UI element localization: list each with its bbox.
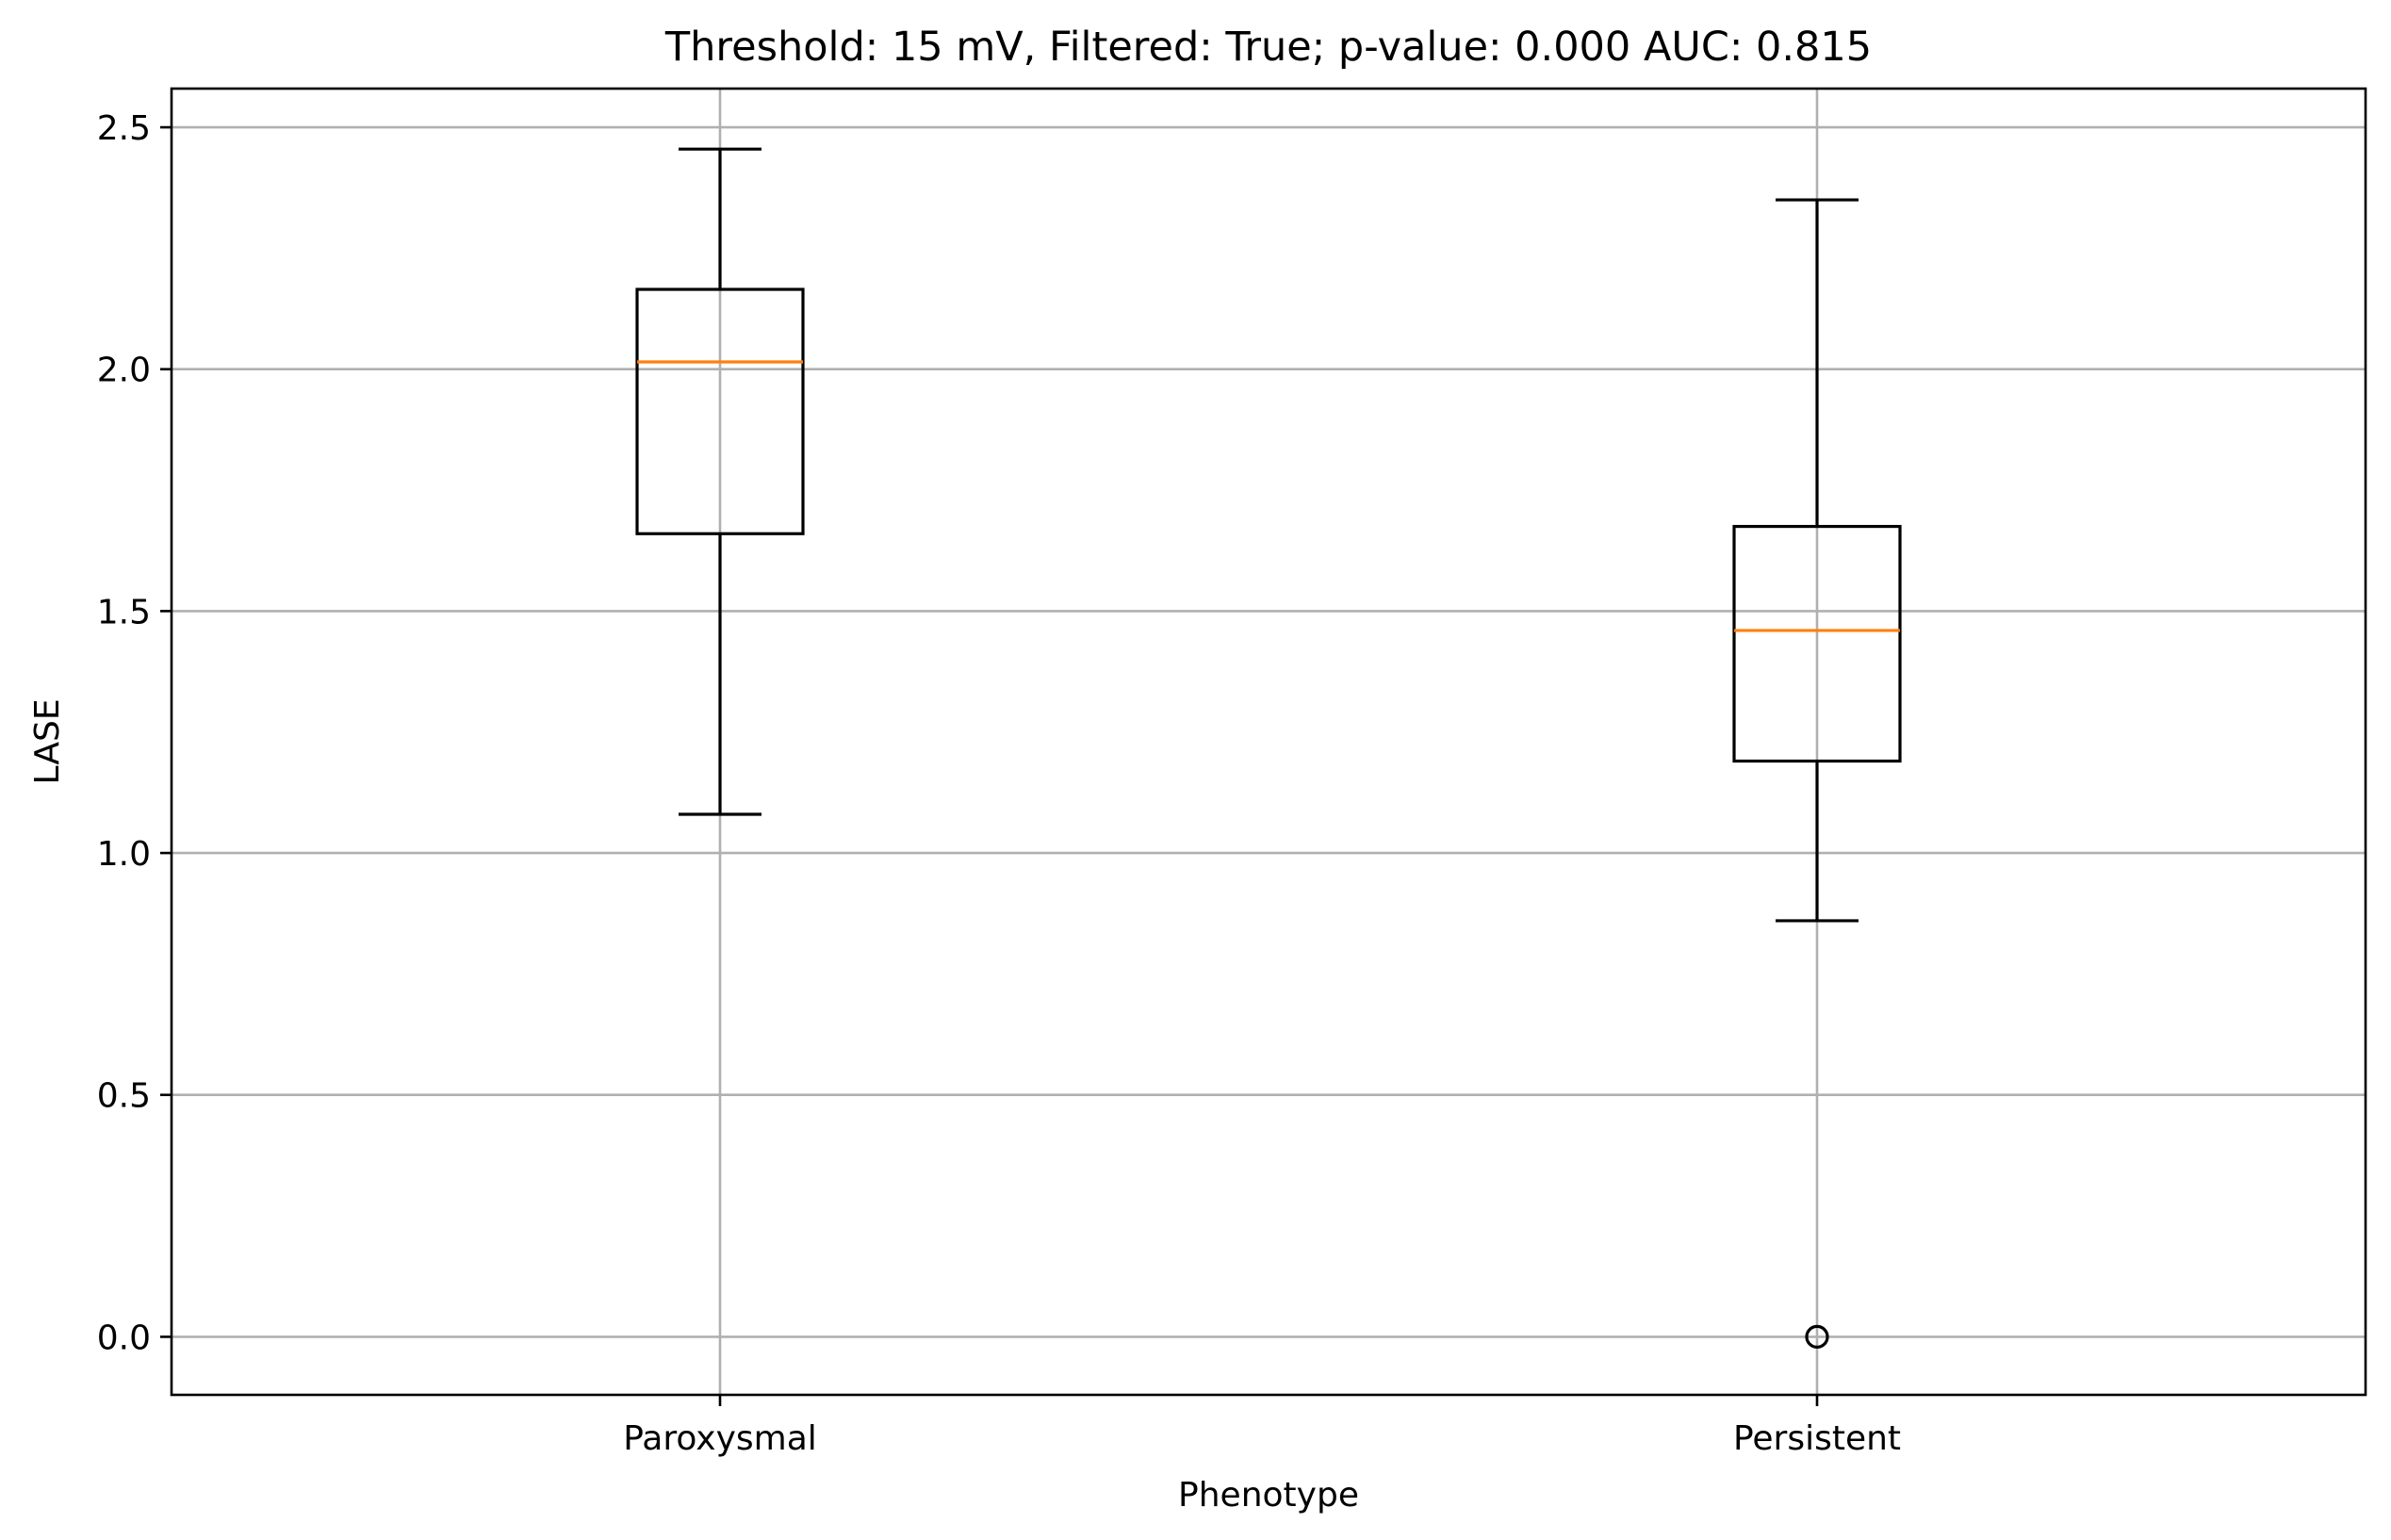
- tick-layer: 0.0 0.5 1.0 1.5 2.0 2.5 Paroxysmal Persistent: [97, 109, 1901, 1458]
- y-tick-label: 2.5: [97, 109, 151, 148]
- x-tick-label: Paroxysmal: [623, 1419, 817, 1458]
- x-axis-label: Phenotype: [1178, 1476, 1359, 1515]
- y-axis-label: LASE: [28, 698, 67, 784]
- plot-frame: [170, 87, 2367, 1397]
- grid-layer: [172, 89, 2366, 1395]
- box-group-paroxysmal: [635, 147, 805, 816]
- chart-title: Threshold: 15 mV, Filtered: True; p-valu…: [664, 24, 1872, 71]
- y-tick-label: 0.5: [97, 1077, 151, 1116]
- box-group-persistent: [1732, 198, 1902, 1350]
- box-iqr: [1732, 524, 1902, 763]
- y-tick-label: 0.0: [97, 1319, 151, 1357]
- y-tick-label: 1.0: [97, 835, 151, 874]
- y-tick-label: 2.0: [97, 352, 151, 390]
- box-iqr: [635, 287, 805, 535]
- x-tick-label: Persistent: [1733, 1419, 1901, 1458]
- flier-point: [1805, 1324, 1829, 1350]
- y-tick-label: 1.5: [97, 593, 151, 631]
- box-layer: [635, 147, 1902, 1350]
